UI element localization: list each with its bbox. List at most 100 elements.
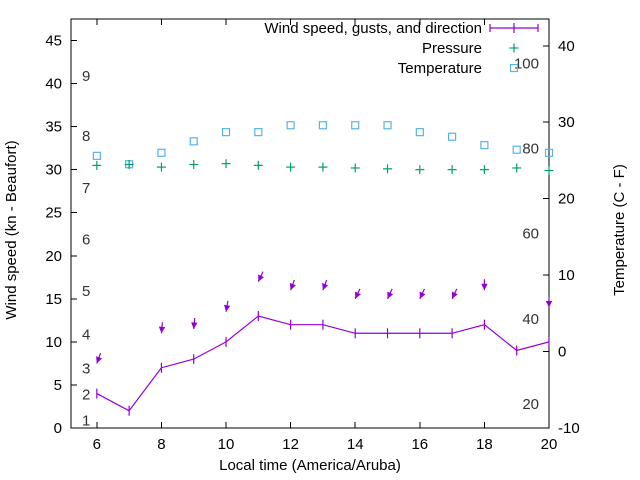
beaufort-label: 4	[82, 326, 90, 343]
fahrenheit-label: 100	[514, 56, 539, 73]
y2-tick-label: 10	[558, 267, 575, 284]
wind-direction-arrow	[158, 322, 166, 334]
temperature-point	[415, 128, 424, 137]
beaufort-label: 6	[82, 232, 90, 249]
y2-tick-label: 20	[558, 191, 575, 208]
chart-legend: Wind speed, gusts, and direction Pressure…	[264, 20, 539, 77]
pressure-point	[124, 160, 134, 170]
temperature-point	[189, 137, 198, 146]
legend-glyph-plus	[509, 43, 519, 53]
x-tick-label: 10	[218, 436, 235, 453]
fahrenheit-label: 60	[522, 225, 539, 242]
pressure-point	[479, 165, 489, 175]
y-tick-label: 35	[45, 119, 62, 136]
temperature-point	[221, 128, 231, 137]
y-tick-label: 0	[54, 420, 62, 437]
fahrenheit-label: 20	[522, 396, 539, 413]
beaufort-label: 8	[82, 128, 90, 145]
beaufort-label: 1	[82, 412, 90, 429]
fahrenheit-label: 80	[522, 140, 539, 157]
x-tick-label: 6	[93, 436, 101, 453]
x-tick-label: 16	[411, 436, 428, 453]
y-tick-label: 40	[45, 76, 62, 93]
temperature-point	[254, 128, 263, 137]
pressure-point	[512, 163, 522, 173]
legend-glyph-square	[509, 63, 519, 73]
beaufort-label: 7	[82, 180, 90, 197]
temperature-point	[92, 151, 101, 160]
temperature-point	[383, 121, 392, 130]
series-wind-speed	[96, 311, 550, 416]
wind-direction-arrow	[322, 279, 329, 291]
temperature-point	[157, 148, 166, 157]
y-tick-label: 20	[45, 248, 62, 265]
pressure-point	[221, 159, 231, 169]
pressure-point	[415, 165, 425, 175]
pressure-point	[92, 160, 102, 170]
y-tick-label: 45	[45, 33, 62, 50]
y-tick-label: 15	[45, 291, 62, 308]
series-temperature	[92, 121, 554, 169]
temperature-point	[286, 121, 295, 130]
y2-tick-label: 40	[558, 38, 575, 55]
pressure-point	[350, 163, 360, 173]
wind-direction-arrows	[96, 271, 553, 364]
temperature-point	[544, 148, 554, 157]
y2-tick-label: 30	[558, 114, 575, 131]
y2-tick-label: -10	[558, 420, 580, 437]
wind-direction-arrow	[419, 288, 426, 300]
plot-border	[70, 18, 550, 429]
temperature-point	[512, 145, 521, 154]
wind-direction-arrow	[481, 279, 488, 291]
y2-axis-title: Temperature (C - F)	[611, 164, 628, 296]
pressure-point	[544, 166, 554, 176]
series-pressure	[92, 159, 554, 176]
y-tick-label: 30	[45, 162, 62, 179]
y-tick-label: 25	[45, 205, 62, 222]
y-axis-beaufort-labels: 1 2 3 4 5 6 7 8 9	[82, 68, 90, 429]
x-tick-label: 8	[157, 436, 165, 453]
beaufort-label: 9	[82, 68, 90, 85]
pressure-point	[318, 162, 328, 172]
y2-tick-label: 0	[558, 344, 566, 361]
pressure-point	[383, 164, 393, 174]
plot-frame	[70, 18, 550, 429]
temperature-point	[480, 141, 489, 150]
y2-axis-ticks: -10 0 10 20 30 40	[543, 38, 580, 437]
y2-axis-fahrenheit-labels: 20 40 60 80 100	[514, 56, 539, 413]
legend-label: Pressure	[422, 40, 482, 57]
y-tick-label: 10	[45, 334, 62, 351]
wind-direction-arrow	[386, 288, 394, 300]
y-tick-label: 5	[54, 377, 62, 394]
x-axis-title: Local time (America/Aruba)	[219, 457, 401, 474]
y-axis-ticks: 0 5 10 15 20 25 30 35 40 45	[45, 33, 77, 437]
pressure-point	[286, 162, 296, 172]
wind-direction-arrow	[451, 288, 458, 300]
temperature-point	[351, 121, 360, 130]
temperature-point	[448, 132, 457, 141]
y-axis-title: Wind speed (kn - Beaufort)	[3, 140, 20, 319]
wind-direction-arrow	[354, 288, 361, 300]
fahrenheit-label: 40	[522, 311, 539, 328]
beaufort-label: 2	[82, 387, 90, 404]
legend-label: Temperature	[398, 60, 482, 77]
wind-direction-arrow	[96, 352, 103, 364]
wind-direction-arrow	[224, 300, 231, 312]
pressure-point	[156, 162, 166, 172]
pressure-point	[253, 160, 263, 170]
x-tick-label: 14	[347, 436, 364, 453]
wind-direction-arrow	[289, 279, 296, 291]
beaufort-label: 5	[82, 283, 90, 300]
x-tick-label: 12	[282, 436, 299, 453]
wind-direction-arrow	[191, 317, 198, 330]
x-tick-label: 20	[541, 436, 558, 453]
beaufort-label: 3	[82, 361, 90, 378]
pressure-point	[189, 160, 199, 170]
temperature-point	[318, 121, 328, 130]
legend-glyph-line-plus	[489, 23, 539, 33]
legend-label: Wind speed, gusts, and direction	[264, 20, 482, 37]
x-tick-label: 18	[476, 436, 493, 453]
